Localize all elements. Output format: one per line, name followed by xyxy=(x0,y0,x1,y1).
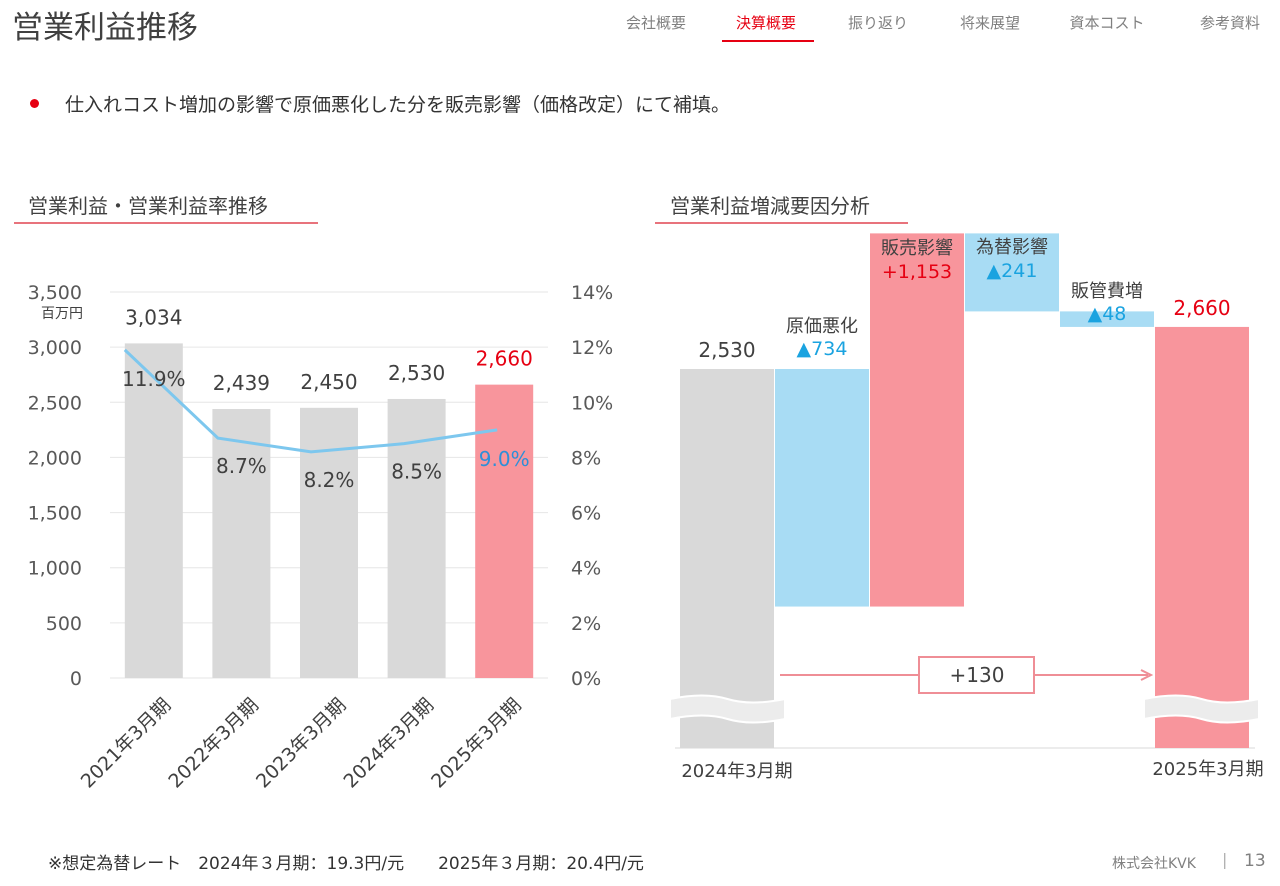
waterfall-end-value: 2,660 xyxy=(1173,296,1230,320)
right-chart-title: 営業利益増減要因分析 xyxy=(670,194,870,218)
tab-references[interactable]: 参考資料 xyxy=(1199,14,1260,32)
page-number: 13 xyxy=(1244,851,1266,871)
right-y-tick-label: 12% xyxy=(571,337,613,359)
right-y-tick-label: 4% xyxy=(571,558,601,580)
waterfall-step-value: ▲48 xyxy=(1088,303,1127,325)
margin-rate-label: 11.9% xyxy=(122,367,186,391)
operating-margin-line xyxy=(123,348,498,454)
tab-financial-summary[interactable]: 決算概要 xyxy=(735,14,796,32)
right-y-tick-label: 8% xyxy=(571,447,601,469)
summary-bullet: 仕入れコスト増加の影響で原価悪化した分を販売影響（価格改定）にて補填。 xyxy=(30,90,730,117)
left-y-tick-label: 1,000 xyxy=(28,558,82,580)
left-chart-title: 営業利益・営業利益率推移 xyxy=(28,194,268,218)
x-category-label: 2022年3月期 xyxy=(164,694,263,793)
difference-arrow-head xyxy=(1140,669,1154,681)
waterfall-start-bar xyxy=(680,369,774,748)
margin-rate-label: 8.5% xyxy=(391,460,442,484)
x-category-label: 2023年3月期 xyxy=(252,694,351,793)
axis-break-mark xyxy=(1143,694,1260,724)
waterfall-step-name: 販売影響 xyxy=(881,238,953,259)
exchange-rate-note: ※想定為替レート 2024年３月期：19.3円/元 2025年３月期：20.4円… xyxy=(48,854,644,874)
page-title: 営業利益推移 xyxy=(12,10,198,46)
waterfall-step-name: 販管費増 xyxy=(1071,281,1143,302)
waterfall-step-value: +1,153 xyxy=(882,261,952,283)
difference-box xyxy=(918,656,1035,694)
margin-rate-label: 9.0% xyxy=(479,447,530,471)
tab-company-overview[interactable]: 会社概要 xyxy=(625,14,686,32)
company-name: 株式会社KVK xyxy=(1112,856,1196,872)
bar-value-label: 2,450 xyxy=(300,370,357,394)
operating-profit-bar xyxy=(212,409,271,678)
waterfall-end-bar xyxy=(1155,326,1249,748)
left-title-underline xyxy=(14,222,318,224)
footer-separator: | xyxy=(1222,850,1228,869)
right-y-tick-label: 0% xyxy=(571,668,601,690)
waterfall-step-name: 為替影響 xyxy=(976,237,1048,258)
top-navigation: 会社概要 決算概要 振り返り 将来展望 資本コスト 参考資料 xyxy=(598,12,1278,46)
x-category-label: 2021年3月期 xyxy=(77,694,176,793)
waterfall-step-value: ▲734 xyxy=(797,338,848,360)
margin-rate-label: 8.2% xyxy=(304,468,355,492)
tab-cost-of-capital[interactable]: 資本コスト xyxy=(1069,14,1145,32)
right-title-underline xyxy=(655,222,908,224)
summary-bullet-text: 仕入れコスト増加の影響で原価悪化した分を販売影響（価格改定）にて補填。 xyxy=(65,94,731,116)
waterfall-start-category: 2024年3月期 xyxy=(681,761,792,782)
left-y-tick-label: 1,500 xyxy=(28,503,82,525)
active-tab-underline xyxy=(722,40,814,42)
left-y-tick-label: 500 xyxy=(46,613,82,635)
left-y-tick-label: 3,000 xyxy=(28,337,82,359)
waterfall-start-value: 2,530 xyxy=(698,338,755,362)
x-category-label: 2025年3月期 xyxy=(427,694,526,793)
waterfall-step-bar xyxy=(1060,311,1154,327)
waterfall-step-bar xyxy=(870,233,964,607)
waterfall-end-category: 2025年3月期 xyxy=(1152,759,1263,780)
right-y-tick-label: 10% xyxy=(571,392,613,414)
right-y-tick-label: 14% xyxy=(571,282,613,304)
margin-rate-label: 8.7% xyxy=(216,454,267,478)
bar-value-label: 2,530 xyxy=(388,361,445,385)
bar-value-label: 2,439 xyxy=(213,371,270,395)
bar-value-label: 3,034 xyxy=(125,305,182,329)
x-category-label: 2024年3月期 xyxy=(340,694,439,793)
operating-profit-bar xyxy=(475,384,534,678)
unit-label: 百万円 xyxy=(41,306,83,322)
waterfall-step-value: ▲241 xyxy=(987,260,1038,282)
operating-profit-bar xyxy=(124,343,183,678)
left-y-tick-label: 3,500 xyxy=(28,282,82,304)
difference-label: +130 xyxy=(950,663,1005,687)
left-y-tick-label: 2,500 xyxy=(28,392,82,414)
left-y-tick-label: 0 xyxy=(70,668,82,690)
tab-review[interactable]: 振り返り xyxy=(847,14,908,32)
waterfall-step-bar xyxy=(965,233,1059,312)
left-y-tick-label: 2,000 xyxy=(28,447,82,469)
waterfall-step-bar xyxy=(775,369,869,607)
tab-future-outlook[interactable]: 将来展望 xyxy=(959,14,1020,32)
right-y-tick-label: 6% xyxy=(571,503,601,525)
waterfall-step-name: 原価悪化 xyxy=(786,316,858,337)
bar-value-label: 2,660 xyxy=(476,347,533,371)
bullet-dot-icon xyxy=(30,99,39,108)
right-y-tick-label: 2% xyxy=(571,613,601,635)
axis-break-mark xyxy=(669,694,786,724)
